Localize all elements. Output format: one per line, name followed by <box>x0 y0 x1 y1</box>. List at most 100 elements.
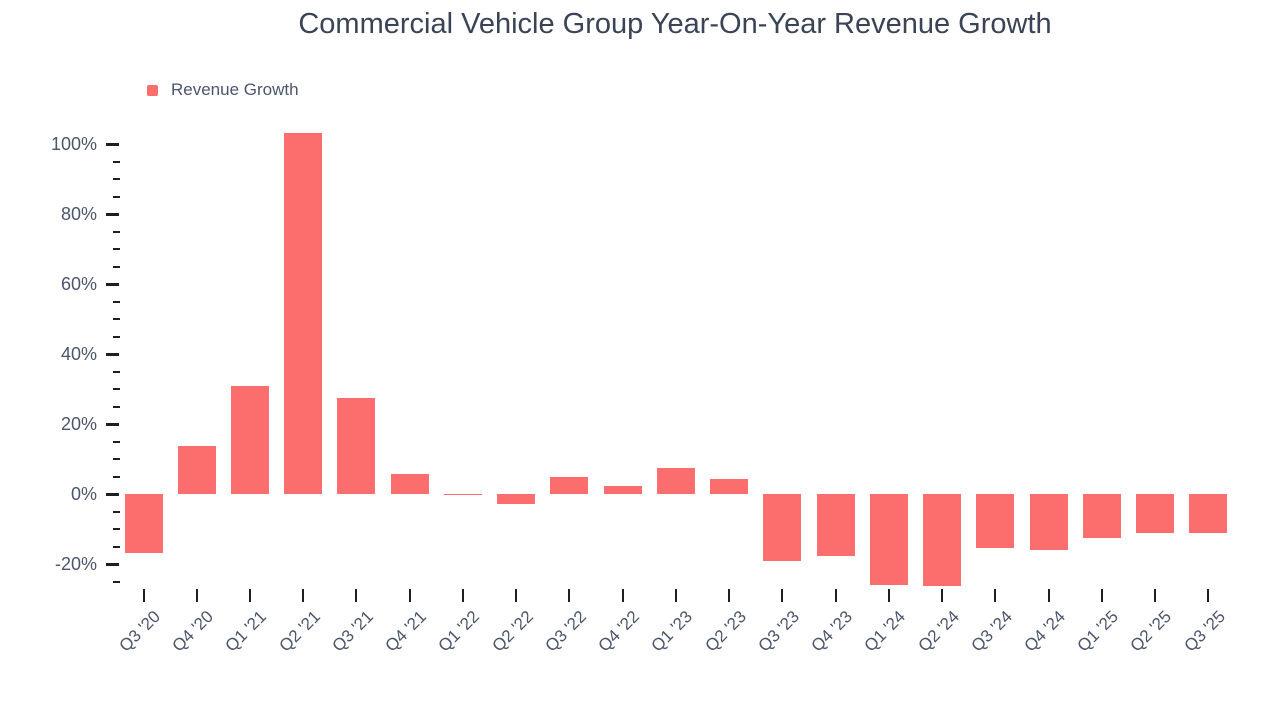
x-tick-label: Q4 '21 <box>381 607 431 656</box>
x-tick-label: Q1 '21 <box>221 607 271 656</box>
y-minor-tick <box>113 370 120 373</box>
x-tick-label: Q4 '23 <box>807 607 857 656</box>
y-major-tick <box>106 212 119 216</box>
legend-label: Revenue Growth <box>171 80 299 99</box>
y-major-tick <box>106 492 119 496</box>
bar-q2-21[interactable] <box>284 132 323 494</box>
bar-q3-21[interactable] <box>337 398 376 494</box>
y-major-tick <box>106 352 119 356</box>
y-minor-tick <box>113 545 120 548</box>
y-major-tick <box>106 142 119 146</box>
chart-title: Commercial Vehicle Group Year-On-Year Re… <box>298 8 1052 40</box>
bar-q1-25[interactable] <box>1082 494 1121 539</box>
bar-q3-20[interactable] <box>124 494 163 553</box>
x-tick-label: Q3 '25 <box>1180 607 1229 656</box>
y-minor-tick <box>113 300 120 303</box>
x-tick-label: Q2 '23 <box>701 607 750 656</box>
x-tick <box>195 589 198 602</box>
y-minor-tick <box>113 335 120 338</box>
x-tick <box>1100 589 1103 602</box>
y-minor-tick <box>113 195 120 198</box>
x-tick <box>461 589 464 602</box>
x-tick <box>941 589 944 602</box>
y-minor-tick <box>113 318 120 320</box>
y-minor-tick <box>113 230 120 233</box>
y-minor-tick <box>113 458 120 460</box>
y-minor-tick <box>113 440 120 443</box>
x-tick <box>355 589 358 602</box>
y-tick-label: 40% <box>60 344 97 364</box>
x-tick <box>408 589 411 602</box>
x-tick-label: Q4 '20 <box>168 607 218 656</box>
y-minor-tick <box>113 160 120 163</box>
x-tick <box>142 589 145 602</box>
x-tick <box>515 589 518 602</box>
bar-q3-25[interactable] <box>1189 494 1228 534</box>
x-tick-label: Q3 '21 <box>328 607 377 656</box>
y-major-tick <box>106 282 119 286</box>
x-tick <box>994 589 997 602</box>
bar-q2-23[interactable] <box>710 478 749 494</box>
bar-q2-22[interactable] <box>497 494 536 505</box>
legend-swatch-icon <box>147 84 158 96</box>
y-minor-tick <box>113 510 120 513</box>
bar-q3-23[interactable] <box>763 494 802 561</box>
y-tick-label: 80% <box>60 204 97 224</box>
x-tick-label: Q4 '22 <box>594 607 644 656</box>
bar-q2-25[interactable] <box>1136 494 1175 534</box>
bar-q4-24[interactable] <box>1029 494 1068 550</box>
y-minor-tick <box>113 405 120 408</box>
bar-q1-21[interactable] <box>230 385 269 494</box>
y-major-tick <box>106 562 119 566</box>
y-minor-tick <box>113 475 120 478</box>
y-minor-tick <box>113 265 120 268</box>
x-tick-label: Q3 '24 <box>967 607 1016 656</box>
x-tick-label: Q1 '25 <box>1073 607 1123 656</box>
x-tick <box>1154 589 1157 602</box>
x-tick-label: Q1 '23 <box>647 607 697 656</box>
bar-q4-21[interactable] <box>390 474 429 494</box>
bar-q1-23[interactable] <box>656 467 695 494</box>
bar-q4-23[interactable] <box>816 494 855 556</box>
y-minor-tick <box>113 580 120 583</box>
x-tick-label: Q4 '24 <box>1020 607 1070 656</box>
bar-q1-24[interactable] <box>869 494 908 585</box>
x-tick-label: Q1 '24 <box>860 607 910 656</box>
y-minor-tick <box>113 178 120 180</box>
x-tick <box>302 589 305 602</box>
x-tick <box>674 589 677 602</box>
bar-q3-22[interactable] <box>550 477 589 494</box>
legend-item-revenue-growth[interactable]: Revenue Growth <box>147 80 299 100</box>
x-tick <box>887 589 890 602</box>
x-tick-label: Q2 '21 <box>275 607 324 656</box>
y-tick-label: 100% <box>50 134 97 154</box>
bar-q4-20[interactable] <box>177 446 216 494</box>
x-tick <box>248 589 251 602</box>
x-tick <box>834 589 837 602</box>
bar-q4-22[interactable] <box>603 485 642 494</box>
x-tick <box>1047 589 1050 602</box>
x-tick <box>621 589 624 602</box>
y-tick-label: 60% <box>60 274 97 294</box>
y-major-tick <box>106 422 119 426</box>
x-tick <box>568 589 571 602</box>
x-tick-label: Q2 '25 <box>1127 607 1176 656</box>
bar-q3-24[interactable] <box>976 494 1015 549</box>
x-tick-label: Q1 '22 <box>434 607 484 656</box>
x-tick <box>781 589 784 602</box>
y-minor-tick <box>113 248 120 250</box>
x-tick-label: Q3 '22 <box>541 607 590 656</box>
y-tick-label: 20% <box>60 414 97 434</box>
x-tick <box>728 589 731 602</box>
bar-q2-24[interactable] <box>923 494 962 587</box>
y-tick-label: 0% <box>70 484 97 504</box>
x-tick <box>1207 589 1210 602</box>
y-minor-tick <box>113 528 120 530</box>
x-tick-label: Q3 '23 <box>754 607 803 656</box>
bar-q1-22[interactable] <box>443 494 482 496</box>
y-tick-label: -20% <box>54 554 97 574</box>
x-tick-label: Q3 '20 <box>115 607 164 656</box>
x-tick-label: Q2 '22 <box>488 607 537 656</box>
x-tick-label: Q2 '24 <box>914 607 963 656</box>
